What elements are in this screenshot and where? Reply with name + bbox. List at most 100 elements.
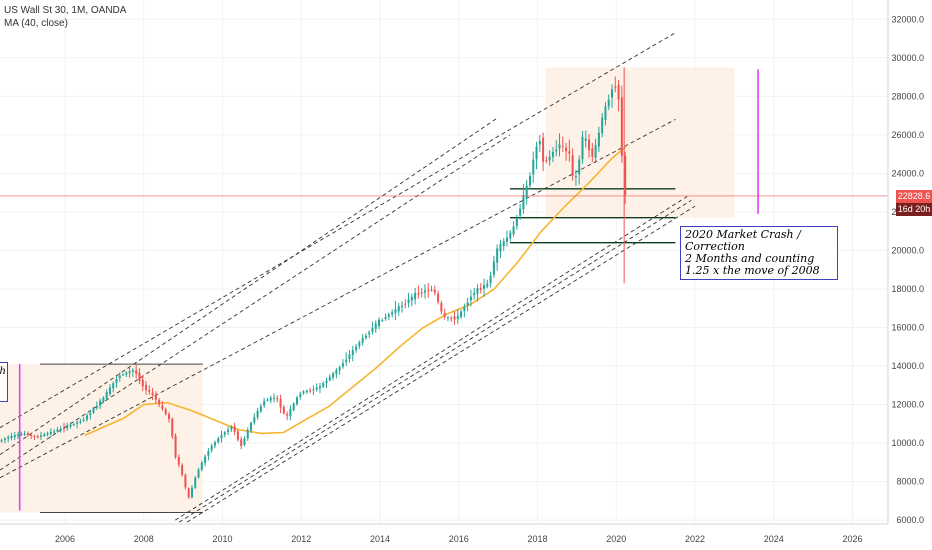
candle-down (161, 405, 164, 409)
shaded-boxes (0, 67, 735, 513)
candle-down (26, 433, 29, 436)
candle-up (364, 335, 367, 339)
grid (0, 0, 888, 524)
candle-up (473, 292, 476, 296)
candle-up (204, 456, 207, 464)
y-tick-label: 8000.0 (896, 477, 924, 487)
symbol-title: US Wall St 30, 1M, OANDA (4, 5, 127, 16)
candle-up (348, 354, 351, 359)
candle-up (269, 397, 272, 401)
candle-up (387, 314, 390, 317)
candle-up (538, 141, 541, 145)
candle-up (66, 425, 69, 429)
candle-up (13, 435, 16, 438)
candle-up (82, 419, 85, 421)
shaded-box-1 (0, 364, 203, 513)
candle-up (486, 283, 489, 287)
candle-up (601, 117, 604, 134)
candle-up (40, 435, 43, 437)
candle-up (243, 438, 246, 445)
candle-down (542, 137, 545, 162)
candle-up (384, 316, 387, 319)
candle-up (456, 315, 459, 319)
candle-up (335, 370, 338, 375)
x-tick-label: 2026 (843, 534, 863, 544)
left-annotation-text: h (0, 366, 6, 377)
candle-down (453, 316, 456, 320)
candle-up (345, 359, 348, 363)
crash-annotation[interactable]: 2020 Market Crash / Correction 2 Months … (680, 226, 838, 280)
candle-down (479, 288, 482, 290)
candle-down (591, 148, 594, 157)
candle-up (266, 399, 269, 401)
candle-down (158, 399, 161, 405)
channel-line-2 (0, 117, 499, 456)
candle-down (286, 414, 289, 416)
left-annotation-fragment[interactable]: h (0, 362, 8, 402)
candle-up (20, 434, 23, 436)
candle-down (154, 395, 157, 400)
candle-up (528, 175, 531, 186)
candle-up (246, 430, 249, 439)
candle-up (604, 106, 607, 121)
candle-down (420, 292, 423, 294)
candle-up (194, 477, 197, 488)
moving-average-layer (84, 145, 627, 437)
candle-up (505, 237, 509, 242)
candle-up (522, 194, 525, 210)
candle-up (17, 434, 20, 437)
vertical-markers (18, 69, 759, 511)
countdown-tag: 16d 20h (896, 202, 932, 216)
candle-up (594, 145, 597, 158)
channel-line-3 (0, 134, 511, 471)
candle-down (62, 427, 66, 429)
candle-up (10, 435, 13, 439)
candle-up (302, 391, 305, 394)
x-tick-label: 2024 (764, 534, 784, 544)
candle-up (332, 373, 335, 378)
candle-up (220, 435, 223, 439)
support-lines (509, 188, 676, 244)
candle-up (210, 445, 213, 451)
y-tick-label: 26000.0 (891, 130, 924, 140)
candle-up (410, 296, 413, 301)
channel-line-5 (174, 196, 688, 521)
candle-up (223, 432, 226, 435)
x-tick-label: 2018 (528, 534, 548, 544)
candle-up (551, 151, 554, 158)
candle-up (555, 149, 558, 152)
candle-up (394, 309, 397, 313)
candle-up (509, 232, 512, 239)
candle-up (322, 383, 325, 387)
candle-up (85, 415, 88, 420)
candle-down (184, 474, 187, 488)
candle-up (463, 306, 466, 312)
candle-up (256, 410, 259, 418)
candle-up (295, 397, 299, 405)
candle-up (328, 376, 331, 381)
candle-up (190, 487, 193, 498)
candle-up (230, 426, 233, 430)
candle-up (460, 311, 463, 317)
candle-up (532, 159, 535, 175)
candle-up (53, 431, 56, 433)
candle-down (181, 465, 184, 475)
candle-down (545, 160, 548, 162)
y-tick-label: 10000.0 (891, 438, 924, 448)
last-price-tag: 22828.6 (896, 189, 932, 203)
y-tick-label: 12000.0 (891, 400, 924, 410)
candle-up (89, 412, 92, 415)
candle-up (118, 375, 121, 379)
candle-up (125, 372, 128, 375)
x-tick-label: 2020 (606, 534, 626, 544)
candle-down (148, 389, 151, 392)
candle-down (33, 436, 36, 438)
candle-up (315, 387, 318, 390)
candle-up (213, 442, 216, 446)
candle-up (253, 417, 256, 423)
candle-up (338, 367, 341, 371)
candle-up (292, 403, 295, 410)
y-tick-label: 18000.0 (891, 284, 924, 294)
